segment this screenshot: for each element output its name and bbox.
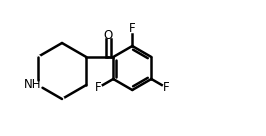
Text: NH: NH [23,78,41,92]
Text: F: F [163,81,170,94]
Text: O: O [104,29,113,41]
Text: F: F [129,22,136,35]
Text: F: F [95,81,101,94]
